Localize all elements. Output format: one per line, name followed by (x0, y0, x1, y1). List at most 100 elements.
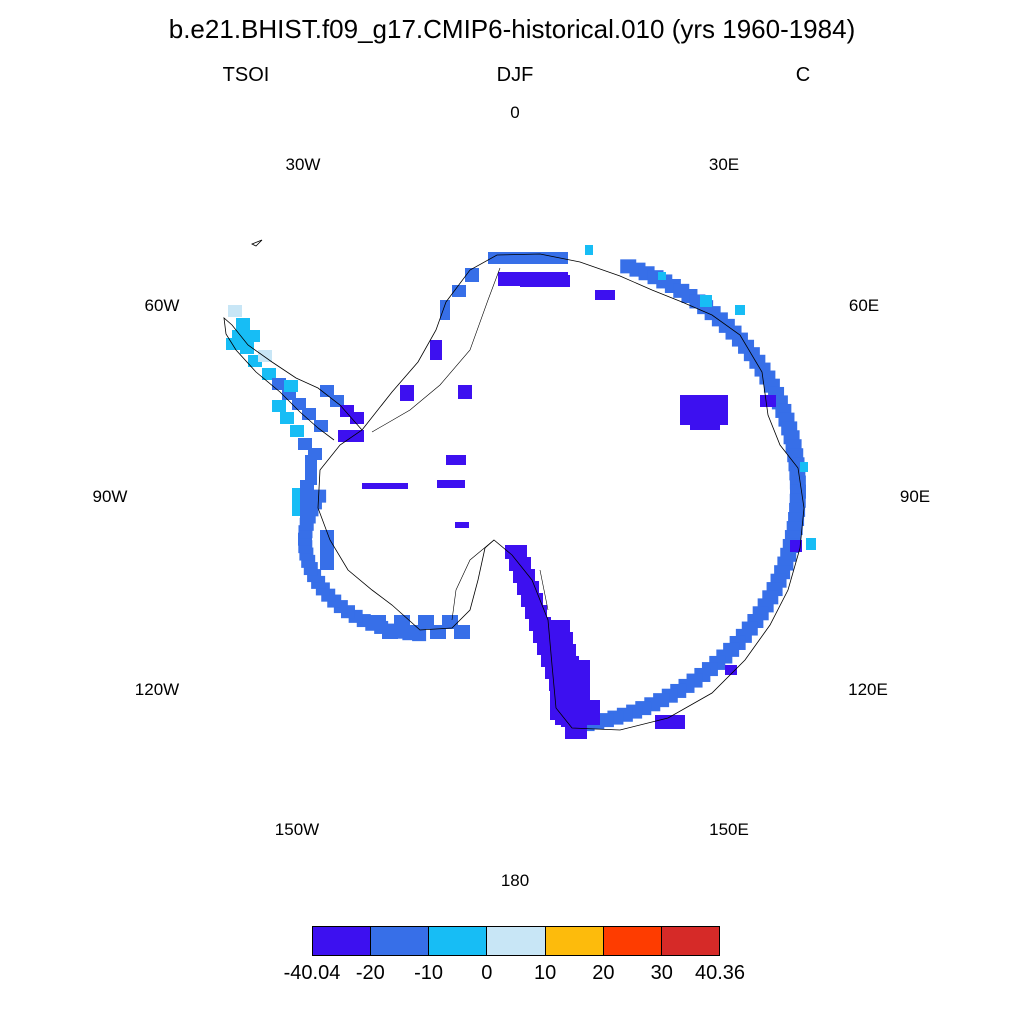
colorbar-tick-label: 40.36 (694, 962, 746, 984)
grid-cell (240, 342, 254, 354)
grid-cell (558, 692, 588, 706)
colorbar-swatch (487, 927, 546, 955)
lon-label-60e: 60E (848, 296, 880, 315)
grid-cell (800, 462, 808, 472)
grid-cell (546, 644, 576, 658)
grid-cell (302, 408, 316, 420)
colorbar-swatch (371, 927, 430, 955)
grid-cell (226, 338, 240, 350)
grid-cell (262, 368, 276, 380)
grid-cell (272, 378, 286, 390)
grid-cell (521, 593, 543, 607)
colorbar-tick-label: -20 (355, 962, 385, 984)
colorbar-tick-label: 0 (481, 962, 493, 984)
plot-title: b.e21.BHIST.f09_g17.CMIP6-historical.010… (168, 14, 856, 44)
grid-cell (513, 569, 535, 583)
grid-cell (292, 488, 300, 516)
grid-cell (446, 455, 466, 465)
grid-cell (440, 300, 450, 320)
colorbar-tick-label: -40.04 (283, 962, 341, 984)
grid-cell (338, 430, 364, 442)
grid-cell (452, 285, 466, 297)
grid-cell (246, 330, 260, 342)
grid-cell (455, 522, 469, 528)
grid-cell (272, 400, 286, 412)
grid-cell (725, 665, 737, 675)
grid-cell (520, 275, 570, 287)
grid-cell (549, 656, 579, 670)
grid-cell (308, 448, 322, 460)
grid-cell (330, 395, 344, 407)
grid-cell (430, 340, 442, 360)
grid-cell (305, 455, 317, 485)
grid-cell (437, 480, 465, 488)
grid-cell (465, 268, 479, 282)
lon-label-180: 180 (500, 871, 530, 890)
lon-label-0: 0 (510, 103, 520, 122)
colorbar-swatch (313, 927, 372, 955)
grid-cell (735, 305, 745, 315)
grid-cell (525, 605, 547, 619)
grid-cell (320, 530, 334, 570)
grid-cell (258, 350, 272, 362)
grid-cell (658, 272, 666, 280)
colorbar-swatch (661, 927, 719, 955)
lon-label-150e: 150E (709, 820, 749, 839)
grid-cell (760, 395, 776, 407)
colorbar-swatch (429, 927, 488, 955)
grid-cell (595, 290, 615, 300)
lon-label-120e: 120E (848, 680, 888, 699)
grid-cell (362, 483, 408, 489)
grid-cell (790, 540, 802, 552)
grid-cell (350, 412, 364, 424)
grid-cell (320, 385, 334, 397)
grid-cell (509, 557, 531, 571)
lon-label-60w: 60W (144, 296, 180, 315)
grid-cell (228, 305, 242, 317)
lon-label-150w: 150W (274, 820, 320, 839)
colorbar-swatch (603, 927, 662, 955)
grid-cell (454, 625, 470, 639)
antarctic-coastline (317, 253, 805, 731)
grid-cell (561, 704, 591, 718)
colorbar-swatch (545, 927, 604, 955)
grid-cell (655, 715, 685, 729)
grid-cell (505, 545, 527, 559)
grid-cell (400, 385, 414, 401)
grid-cell (298, 438, 312, 450)
grid-cell (236, 318, 250, 330)
antarctic-peninsula-coastline (223, 317, 363, 441)
grid-cell (488, 252, 568, 264)
colorbar-tick-label: 30 (650, 962, 673, 984)
grid-cell (552, 668, 582, 682)
grid-cell (555, 680, 585, 694)
colorbar-tick-label: 20 (592, 962, 615, 984)
lon-label-30e: 30E (708, 155, 740, 174)
lon-label-90e: 90E (899, 487, 931, 506)
grid-cell (700, 295, 712, 307)
colorbar-tick-label: 10 (534, 962, 557, 984)
grid-cell (540, 620, 570, 634)
grid-cell (314, 420, 328, 432)
colorbar-tick-label: -10 (414, 962, 444, 984)
grid-cell (458, 385, 472, 399)
lon-label-120w: 120W (134, 680, 180, 699)
grid-cell (585, 245, 593, 255)
grid-cell (690, 410, 720, 430)
grid-cell (284, 380, 298, 392)
lon-label-90w: 90W (92, 487, 128, 506)
grid-cell (280, 412, 294, 424)
grid-cell (565, 725, 587, 739)
right-string-units: C (795, 64, 811, 86)
grid-cell (517, 581, 539, 595)
colorbar (312, 926, 720, 956)
grid-cell (290, 425, 304, 437)
grid-cell (543, 632, 573, 646)
center-string-season: DJF (496, 64, 534, 86)
grid-cell (806, 538, 816, 550)
soil-temperature-cells (226, 245, 816, 739)
grid-cell (300, 480, 314, 520)
island-outline (251, 239, 263, 247)
left-string-variable: TSOI (222, 64, 270, 86)
